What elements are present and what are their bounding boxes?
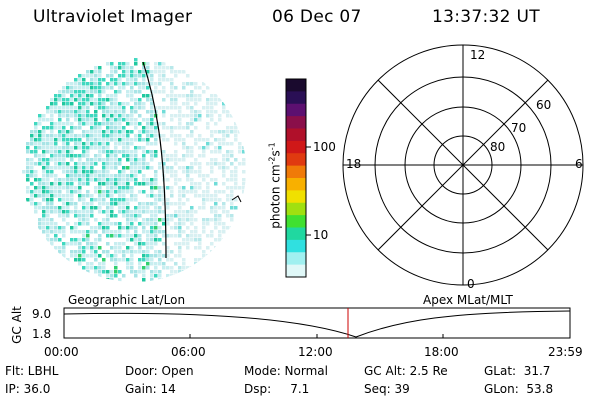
colorbar-swatch [286, 239, 306, 253]
polar-hour-6: 6 [575, 157, 583, 171]
colorbar-swatch [286, 190, 306, 204]
colorbar-swatch [286, 264, 306, 278]
colorbar-tick-label-10: 10 [313, 228, 329, 242]
colorbar-swatch [286, 116, 306, 130]
timeline-x-tick-0600: 06:00 [171, 345, 206, 359]
info-dsp: Dsp: 7.1 [244, 382, 310, 396]
polar-plot [342, 44, 584, 286]
timeline-left-label: Geographic Lat/Lon [68, 293, 186, 307]
colorbar-swatch [286, 178, 306, 191]
colorbar-frame [285, 78, 307, 278]
colorbar-swatch [286, 103, 306, 117]
timeline-x-tick-2359: 23:59 [548, 345, 583, 359]
colorbar-swatch [286, 153, 306, 167]
colorbar-label: photon cm-2s-1 [267, 142, 283, 229]
timeline-x-tick-1800: 18:00 [424, 345, 459, 359]
timeline-axis-label: GC Alt [10, 306, 24, 344]
info-ip: IP: 36.0 [5, 382, 51, 396]
colorbar [286, 79, 306, 278]
instrument-title: Ultraviolet Imager [33, 7, 193, 27]
timeline-y-tick-9: 9.0 [32, 307, 52, 321]
colorbar-swatch [286, 215, 306, 229]
terminator-line [142, 61, 167, 259]
timeline-right-label: Apex MLat/MLT [423, 293, 513, 307]
colorbar-swatch [286, 128, 306, 142]
info-gc-alt: GC Alt: 2.5 Re [364, 364, 448, 378]
colorbar-swatch [286, 140, 306, 154]
observation-date: 06 Dec 07 [272, 7, 362, 27]
polar-hour-0: 0 [467, 277, 475, 291]
info-glon: GLon: 53.8 [484, 382, 554, 396]
polar-lat-60: 60 [536, 98, 552, 112]
coast-fragment [231, 195, 242, 203]
colorbar-swatch [286, 252, 306, 266]
info-seq: Seq: 39 [364, 382, 410, 396]
colorbar-swatch [286, 79, 306, 92]
info-mode: Mode: Normal [244, 364, 328, 378]
colorbar-swatch [286, 91, 306, 105]
timeline-x-tick-1200: 12:00 [298, 345, 333, 359]
altitude-curve [63, 310, 571, 338]
info-door: Door: Open [125, 364, 194, 378]
colorbar-swatch [286, 165, 306, 179]
info-gain: Gain: 14 [125, 382, 176, 396]
timeline-frame [63, 307, 571, 339]
colorbar-swatch [286, 227, 306, 241]
polar-hour-12: 12 [470, 48, 486, 62]
timeline-x-tick-0000: 00:00 [44, 345, 79, 359]
info-filter: Flt: LBHL [5, 364, 59, 378]
timeline-y-tick-1-8: 1.8 [32, 327, 52, 341]
colorbar-tick-label-100: 100 [313, 140, 336, 154]
observation-time: 13:37:32 UT [432, 7, 540, 27]
colorbar-swatch [286, 202, 306, 216]
uv-disk-image [22, 58, 246, 282]
polar-lat-80: 80 [490, 140, 506, 154]
polar-hour-18: 18 [346, 157, 362, 171]
timeline-x-ticks [63, 334, 571, 338]
polar-lat-70: 70 [511, 121, 527, 135]
polar-diagonal-2 [377, 79, 549, 251]
info-glat: GLat: 31.7 [484, 364, 551, 378]
